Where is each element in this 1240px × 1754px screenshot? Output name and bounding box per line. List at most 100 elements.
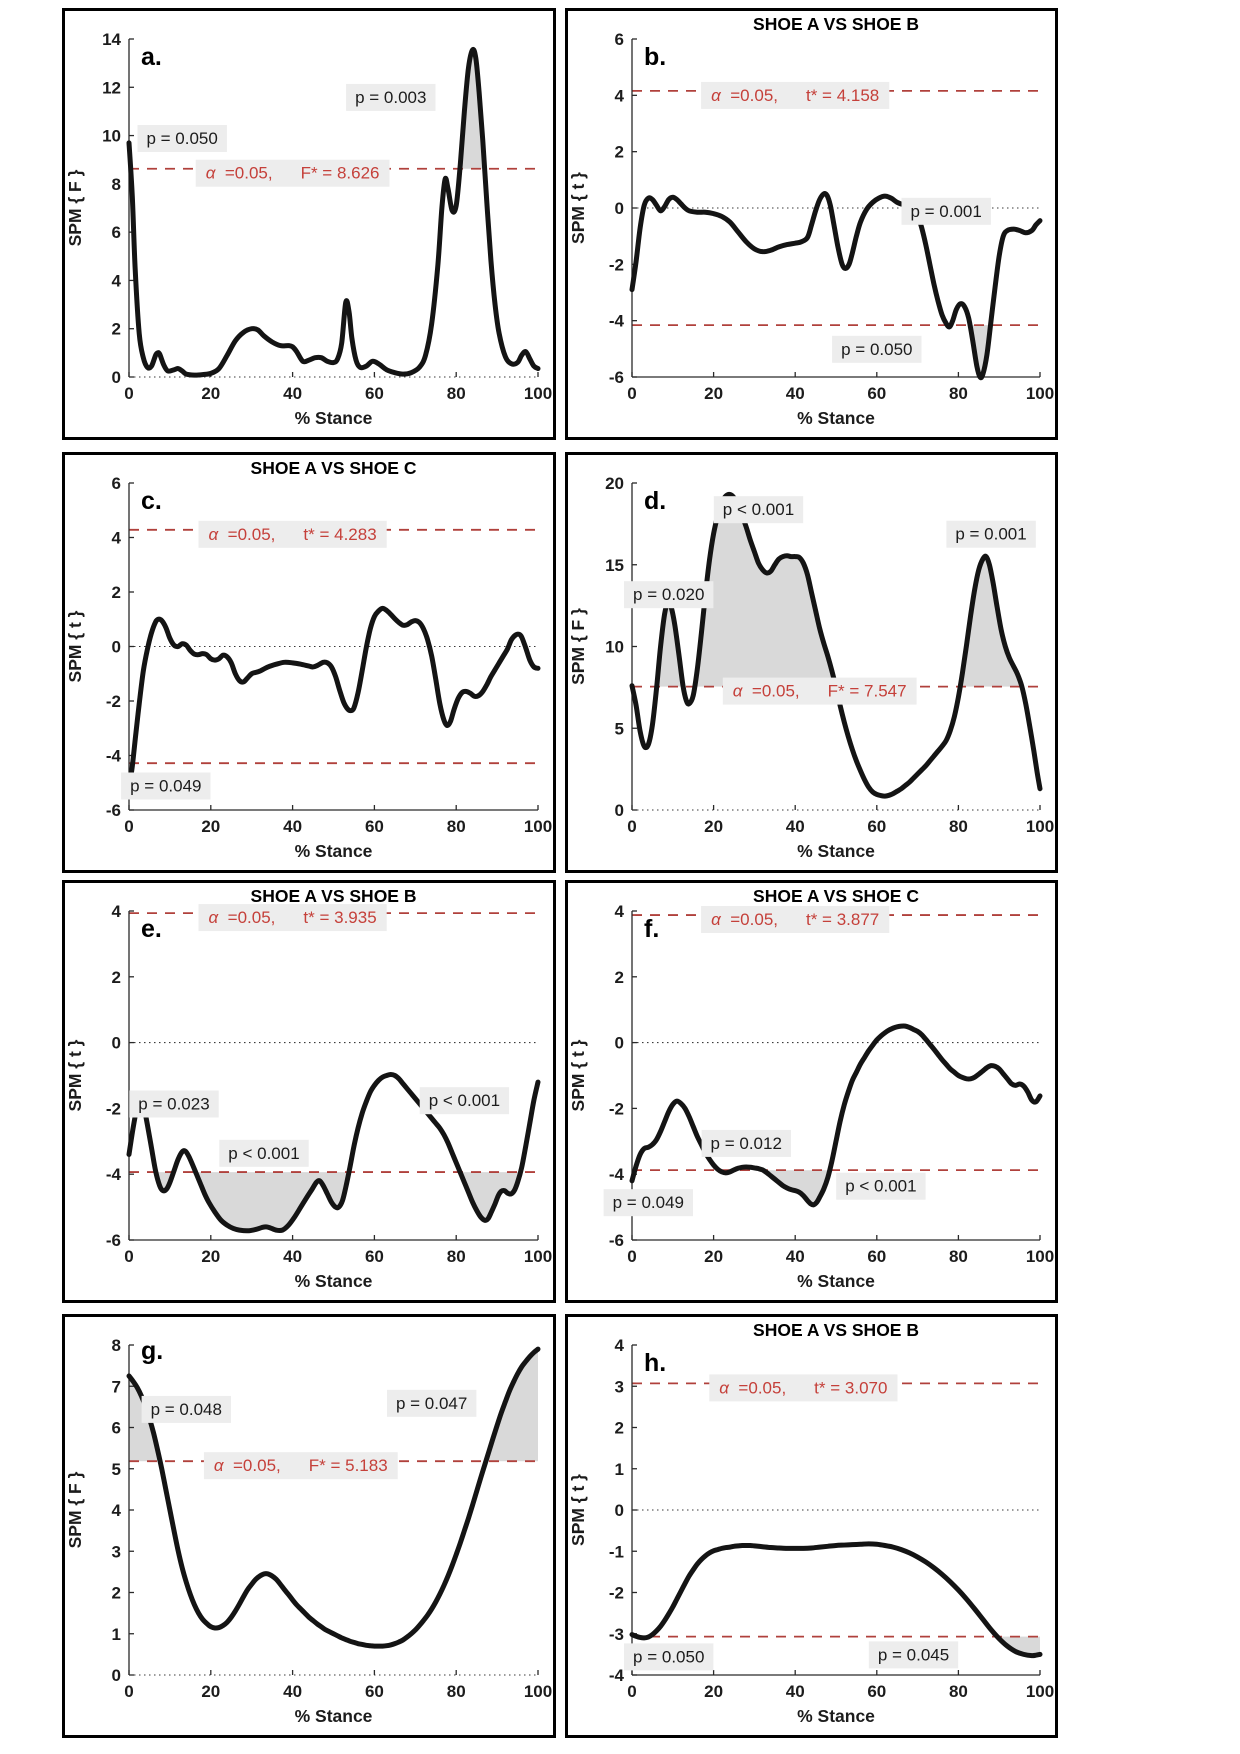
spm-curve [629, 191, 1043, 381]
y-tick-label: 10 [102, 127, 121, 146]
x-tick-label: 0 [627, 817, 636, 836]
y-tick-label: -2 [609, 255, 624, 274]
x-tick-label: 60 [867, 384, 886, 403]
panel-title: SHOE A VS SHOE C [753, 886, 919, 906]
y-tick-label: 4 [615, 86, 625, 105]
p-value-label: p < 0.001 [228, 1144, 299, 1163]
y-tick-label: 4 [615, 902, 625, 921]
p-value-label-bg [419, 1087, 510, 1115]
panel-letter: d. [644, 487, 666, 515]
y-tick-label: 0 [615, 199, 624, 218]
x-tick-label: 100 [1026, 384, 1054, 403]
p-value-label-bg [387, 1389, 477, 1417]
x-tick-label: 40 [283, 384, 302, 403]
y-tick-label: 10 [605, 638, 624, 657]
x-axis-label: % Stance [797, 841, 875, 861]
panel-letter: c. [141, 487, 162, 515]
p-value-label-bg [901, 197, 991, 225]
x-tick-label: 40 [786, 384, 805, 403]
p-value-label: p = 0.020 [633, 585, 704, 604]
x-tick-label: 60 [867, 1682, 886, 1701]
panel-letter: b. [644, 43, 666, 71]
x-tick-label: 60 [867, 1247, 886, 1266]
y-tick-label: 6 [112, 1419, 121, 1438]
significant-region-shade [196, 1172, 349, 1231]
p-value-label: p = 0.050 [146, 129, 217, 148]
y-tick-label: 7 [112, 1377, 121, 1396]
x-tick-label: 40 [786, 1682, 805, 1701]
threshold-label: α =0.05, F* = 7.547 [733, 682, 907, 701]
p-value-label-bg [121, 772, 211, 800]
panel-title: SHOE A VS SHOE B [753, 1320, 919, 1340]
x-axis-label: % Stance [797, 408, 875, 428]
p-value-label: p < 0.001 [723, 500, 794, 519]
panel-g: 0 1 2 3 4 5 6 7 8 0 20 40 60 80 100 α =0.05, F* = 5.183 p… [62, 1314, 556, 1738]
x-tick-label: 100 [1026, 817, 1054, 836]
y-tick-label: 0 [112, 1666, 121, 1685]
y-tick-label: 1 [112, 1625, 121, 1644]
x-tick-label: 40 [786, 1247, 805, 1266]
x-tick-label: 20 [704, 1247, 723, 1266]
y-tick-label: -4 [106, 1165, 122, 1184]
x-axis-label: % Stance [295, 1706, 373, 1726]
y-tick-label: 3 [615, 1377, 624, 1396]
x-tick-label: 80 [949, 384, 968, 403]
y-tick-label: -2 [106, 692, 121, 711]
panel-title: SHOE A VS SHOE C [251, 458, 417, 478]
panel-d: 0 5 10 15 20 0 20 40 60 80 100 α =0.05, F* = 7.547 p … [565, 452, 1058, 873]
panel-title: SHOE A VS SHOE B [251, 886, 417, 906]
threshold-label: α =0.05, t* = 4.283 [209, 525, 377, 544]
panel-c: -6 -4 -2 0 2 4 6 0 20 40 60 80 100 α =0.05, t* = 4.283… [62, 452, 556, 873]
x-tick-label: 20 [201, 384, 220, 403]
p-value-label: p = 0.012 [711, 1134, 782, 1153]
panel-h: -4 -3 -2 -1 0 1 2 3 4 0 20 40 60 80 100 α =0.05, t* = 3.… [565, 1314, 1058, 1738]
y-tick-label: 14 [102, 30, 121, 49]
panel-f: -6 -4 -2 0 2 4 0 20 40 60 80 100 α =0.05, t* = 3.877 p… [565, 880, 1058, 1303]
spm-curve [126, 605, 541, 791]
p-value-label-bg [603, 1189, 693, 1217]
x-tick-label: 60 [365, 817, 384, 836]
p-value-label-bg [141, 1395, 231, 1423]
y-tick-label: 2 [112, 320, 121, 339]
y-tick-label: 12 [102, 78, 121, 97]
y-tick-label: 6 [112, 223, 121, 242]
y-tick-label: 4 [112, 529, 122, 548]
y-tick-label: 8 [112, 1336, 121, 1355]
p-value-label: p < 0.001 [845, 1177, 916, 1196]
x-tick-label: 80 [949, 1247, 968, 1266]
y-tick-label: 2 [112, 1584, 121, 1603]
panel-letter: h. [644, 1349, 666, 1377]
spm-curve [126, 1072, 541, 1234]
panel-e: -6 -4 -2 0 2 4 0 20 40 60 80 100 α =0.05, t* = 3.935 p… [62, 880, 556, 1303]
y-tick-label: -1 [609, 1542, 624, 1561]
x-axis-label: % Stance [295, 408, 373, 428]
y-axis-label: SPM { t } [568, 172, 588, 244]
threshold-label-bg [198, 904, 387, 932]
p-value-label-bg [624, 1643, 714, 1671]
y-tick-label: 6 [615, 30, 624, 49]
x-tick-label: 40 [283, 1682, 302, 1701]
x-tick-label: 80 [447, 384, 466, 403]
x-tick-label: 100 [524, 817, 552, 836]
p-value-label: p = 0.049 [613, 1193, 684, 1212]
x-tick-label: 0 [124, 384, 133, 403]
threshold-label: α =0.05, t* = 4.158 [711, 86, 879, 105]
x-tick-label: 60 [365, 1247, 384, 1266]
y-tick-label: 20 [605, 474, 624, 493]
y-tick-label: 1 [615, 1460, 624, 1479]
x-tick-label: 20 [201, 1682, 220, 1701]
y-tick-label: -4 [609, 1165, 625, 1184]
threshold-label: α =0.05, t* = 3.070 [719, 1378, 887, 1397]
p-value-label-bg [701, 1129, 791, 1157]
p-value-label-bg [836, 1172, 926, 1200]
y-tick-label: 2 [615, 968, 624, 987]
panel-b: -6 -4 -2 0 2 4 6 0 20 40 60 80 100 α =0.05, t* = 4.158… [565, 8, 1058, 440]
threshold-label: α =0.05, t* = 3.935 [209, 908, 377, 927]
y-tick-label: 0 [112, 1034, 121, 1053]
significant-region-shade [763, 1170, 831, 1205]
panel-letter: f. [644, 915, 659, 943]
y-tick-label: 0 [615, 801, 624, 820]
